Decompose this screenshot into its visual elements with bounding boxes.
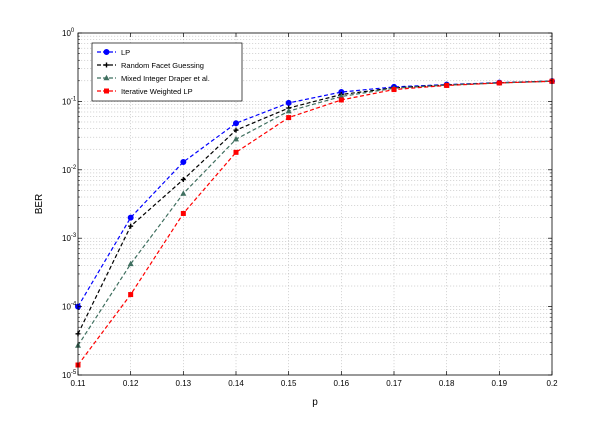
data-point-circle [127, 214, 134, 221]
series-line [77, 80, 553, 307]
legend-box [91, 42, 243, 102]
x-tick-label: 0.2 [546, 379, 558, 388]
x-tick-label: 0.19 [492, 379, 508, 388]
series-line [77, 80, 553, 366]
data-point-circle [103, 49, 110, 56]
data-point-triangle [338, 93, 345, 99]
x-tick-label: 0.17 [386, 379, 402, 388]
data-point-square [128, 292, 134, 298]
y-axis-label: BER [34, 194, 45, 215]
tick-layer: 0.11 0.12 0.13 0.14 0.15 0.16 0.17 0.18 0.19 0.2 1… [62, 28, 558, 388]
series-0 [75, 78, 556, 310]
x-tick-label: 0.15 [281, 379, 297, 388]
y-tick-label: 10-4 [62, 302, 77, 312]
series-1 [75, 78, 555, 337]
data-point-square [233, 149, 239, 155]
data-point-square [496, 80, 502, 86]
legend: LP Random Facet Guessing Mixed Integer Dra… [91, 42, 243, 102]
legend-label: Iterative Weighted LP [121, 87, 193, 96]
x-tick-label: 0.11 [71, 379, 87, 388]
y-tick-label: 100 [62, 28, 75, 38]
legend-item: Iterative Weighted LP [97, 87, 193, 96]
y-tick-label: 10-2 [62, 165, 77, 175]
y-tick-label: 10-3 [62, 233, 77, 243]
series-layer [75, 78, 556, 368]
data-point-square [104, 88, 109, 94]
legend-label: Random Facet Guessing [121, 61, 204, 70]
series-2 [75, 78, 555, 348]
series-line [77, 80, 553, 335]
data-point-circle [232, 120, 239, 127]
data-point-cross [233, 127, 239, 133]
y-tick-label: 10-5 [62, 370, 77, 380]
data-point-triangle [233, 136, 239, 142]
data-point-triangle [127, 260, 134, 267]
data-point-square [338, 97, 344, 103]
y-tick-label: 10-1 [62, 96, 77, 106]
data-point-square [444, 82, 450, 88]
data-point-circle [285, 99, 292, 106]
data-point-cross [180, 177, 186, 183]
data-point-square [286, 115, 292, 121]
data-point-cross [104, 62, 109, 68]
data-point-triangle [180, 190, 187, 196]
data-point-square [391, 87, 397, 93]
data-point-triangle [103, 74, 110, 81]
x-tick-label: 0.16 [334, 379, 350, 388]
x-tick-label: 0.13 [176, 379, 192, 388]
legend-label: Mixed Integer Draper et al. [121, 74, 210, 83]
series-line [77, 80, 553, 346]
legend-label: LP [121, 48, 130, 57]
x-tick-label: 0.14 [228, 379, 244, 388]
legend-item: Mixed Integer Draper et al. [97, 74, 210, 83]
legend-item: LP [97, 48, 130, 57]
data-point-circle [180, 159, 187, 166]
data-point-cross [128, 223, 134, 229]
data-point-triangle [285, 107, 292, 114]
plot-frame [77, 32, 553, 376]
x-tick-label: 0.18 [439, 379, 455, 388]
x-tick-label: 0.12 [123, 379, 139, 388]
data-point-square [180, 210, 186, 216]
legend-item: Random Facet Guessing [97, 61, 204, 70]
x-axis-label: p [312, 397, 318, 408]
